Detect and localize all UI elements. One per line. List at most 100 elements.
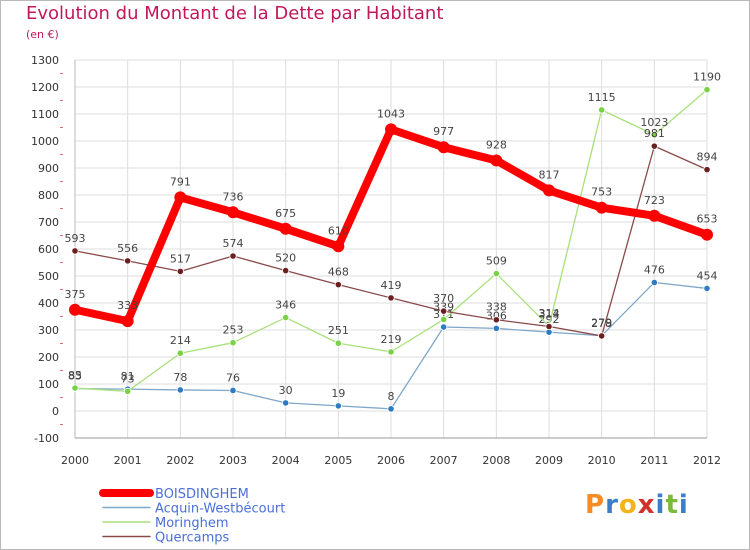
data-label: 593 bbox=[65, 232, 86, 245]
chart-title: Evolution du Montant de la Dette par Hab… bbox=[26, 3, 444, 24]
y-tick-label: -100 bbox=[34, 432, 59, 445]
data-point bbox=[334, 281, 342, 289]
data-point bbox=[545, 322, 553, 331]
y-tick-label: 100 bbox=[38, 378, 59, 391]
x-tick-label: 2009 bbox=[535, 454, 563, 467]
x-tick-label: 2000 bbox=[61, 454, 89, 467]
data-label: 928 bbox=[486, 138, 507, 151]
data-label: 19 bbox=[331, 387, 345, 400]
data-label: 574 bbox=[223, 237, 244, 250]
data-label: 219 bbox=[381, 333, 402, 346]
x-tick-label: 2008 bbox=[482, 454, 510, 467]
data-label: 520 bbox=[275, 252, 296, 265]
logo-letter: i bbox=[678, 490, 689, 520]
data-label: 653 bbox=[697, 213, 718, 226]
data-point bbox=[227, 206, 239, 219]
logo-letter: o bbox=[618, 490, 638, 520]
data-point bbox=[703, 166, 711, 174]
data-point bbox=[598, 106, 606, 114]
data-label: 83 bbox=[68, 370, 82, 383]
data-point bbox=[71, 247, 79, 255]
x-tick-label: 2012 bbox=[693, 454, 721, 467]
data-label: 468 bbox=[328, 266, 349, 279]
data-label: 817 bbox=[539, 168, 560, 181]
data-point bbox=[437, 141, 450, 154]
data-point bbox=[598, 332, 606, 340]
data-point bbox=[282, 399, 290, 407]
data-label: 214 bbox=[170, 334, 191, 347]
data-point bbox=[334, 339, 342, 347]
data-label: 736 bbox=[223, 190, 244, 203]
x-tick-label: 2007 bbox=[430, 454, 458, 467]
data-label: 30 bbox=[279, 384, 293, 397]
data-point bbox=[650, 142, 658, 150]
data-point bbox=[490, 154, 503, 167]
data-point bbox=[492, 324, 500, 332]
data-point bbox=[492, 269, 500, 278]
data-point bbox=[387, 294, 395, 302]
y-tick-label: 300 bbox=[38, 324, 59, 337]
data-label: 454 bbox=[697, 269, 718, 282]
data-label: 894 bbox=[697, 151, 718, 164]
data-label: 1115 bbox=[588, 91, 616, 104]
data-label: 333 bbox=[117, 299, 138, 312]
data-point bbox=[440, 323, 448, 331]
data-label: 981 bbox=[644, 127, 665, 140]
data-point bbox=[703, 86, 711, 94]
data-label: 251 bbox=[328, 324, 349, 337]
data-label: 1023 bbox=[640, 116, 668, 129]
data-point bbox=[387, 348, 395, 356]
x-tick-label: 2002 bbox=[166, 454, 194, 467]
logo-letter: x bbox=[637, 490, 656, 520]
data-point bbox=[229, 386, 237, 395]
legend-label: Quercamps bbox=[155, 531, 230, 546]
data-point bbox=[650, 131, 658, 139]
proxiti-logo: Proxiti bbox=[585, 490, 689, 520]
data-point bbox=[121, 315, 134, 328]
data-label: 73 bbox=[121, 372, 135, 385]
data-point bbox=[176, 267, 184, 276]
data-point bbox=[69, 303, 81, 316]
data-label: 338 bbox=[486, 301, 507, 314]
x-tick-label: 2006 bbox=[377, 454, 405, 467]
data-point bbox=[229, 252, 237, 260]
data-label: 375 bbox=[65, 288, 86, 301]
legend-label: Acquin-Westbécourt bbox=[155, 502, 285, 517]
data-point bbox=[701, 228, 713, 241]
chart-subtitle: (en €) bbox=[26, 28, 59, 41]
logo-letter: P bbox=[585, 490, 606, 520]
y-tick-label: 1000 bbox=[31, 135, 59, 148]
data-label: 8 bbox=[388, 390, 395, 403]
data-point bbox=[387, 405, 395, 413]
data-point bbox=[279, 222, 292, 235]
y-tick-label: 900 bbox=[38, 162, 59, 175]
data-label: 279 bbox=[591, 317, 612, 330]
data-point bbox=[229, 339, 237, 347]
x-tick-label: 2011 bbox=[640, 454, 668, 467]
data-label: 556 bbox=[117, 242, 138, 255]
data-label: 610 bbox=[328, 224, 349, 237]
x-tick-label: 2001 bbox=[114, 454, 142, 467]
legend-label: BOISDINGHEM bbox=[155, 487, 249, 502]
data-point bbox=[492, 316, 500, 324]
y-tick-label: 500 bbox=[38, 270, 59, 283]
x-tick-label: 2010 bbox=[588, 454, 616, 467]
data-label: 1190 bbox=[693, 71, 721, 84]
data-point bbox=[176, 349, 184, 357]
data-point bbox=[332, 240, 345, 253]
data-point bbox=[385, 123, 397, 136]
data-point bbox=[124, 387, 132, 395]
data-label: 509 bbox=[486, 255, 507, 268]
x-tick-label: 2003 bbox=[219, 454, 247, 467]
data-point bbox=[71, 384, 79, 392]
y-tick-label: 800 bbox=[38, 189, 59, 202]
data-label: 346 bbox=[275, 299, 296, 312]
y-tick-label: 1200 bbox=[31, 81, 59, 94]
data-point bbox=[282, 313, 290, 322]
y-tick-label: 600 bbox=[38, 243, 59, 256]
data-label: 292 bbox=[539, 313, 560, 326]
data-label: 278 bbox=[591, 317, 612, 330]
data-label: 517 bbox=[170, 252, 191, 265]
